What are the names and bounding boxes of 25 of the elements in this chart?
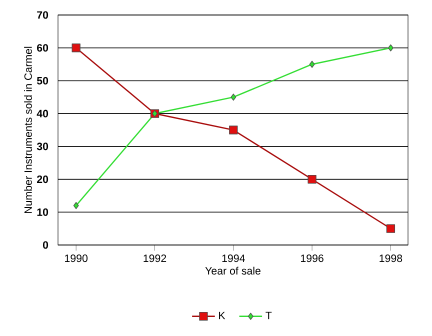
point xyxy=(308,174,316,184)
x-tick-label: 1992 xyxy=(144,254,166,262)
y-axis-title: Number Instruments sold in Carmel xyxy=(24,46,32,214)
x-tick-label: 1994 xyxy=(222,254,245,262)
y-tick-label: 60 xyxy=(37,44,48,52)
legend-label: T xyxy=(266,312,272,320)
y-tick-label: 10 xyxy=(37,208,48,216)
point xyxy=(229,126,238,134)
point xyxy=(72,44,80,52)
point xyxy=(388,44,394,52)
y-tick-label: 70 xyxy=(37,11,48,19)
x-tick-label: 1996 xyxy=(301,254,324,262)
x-tick-label: 1990 xyxy=(65,254,88,262)
point xyxy=(386,224,396,233)
point xyxy=(230,94,236,101)
y-tick-label: 50 xyxy=(36,76,48,84)
y-tick-label: 40 xyxy=(36,110,48,118)
y-tick-label: 30 xyxy=(36,142,48,150)
x-tick-label: 1998 xyxy=(380,254,402,262)
point xyxy=(73,202,79,210)
legend-label: K xyxy=(219,312,226,320)
x-axis-title: Year of sale xyxy=(205,266,260,275)
y-tick-label: 0 xyxy=(42,241,48,249)
point xyxy=(309,60,315,68)
y-tick-label: 20 xyxy=(37,176,48,184)
